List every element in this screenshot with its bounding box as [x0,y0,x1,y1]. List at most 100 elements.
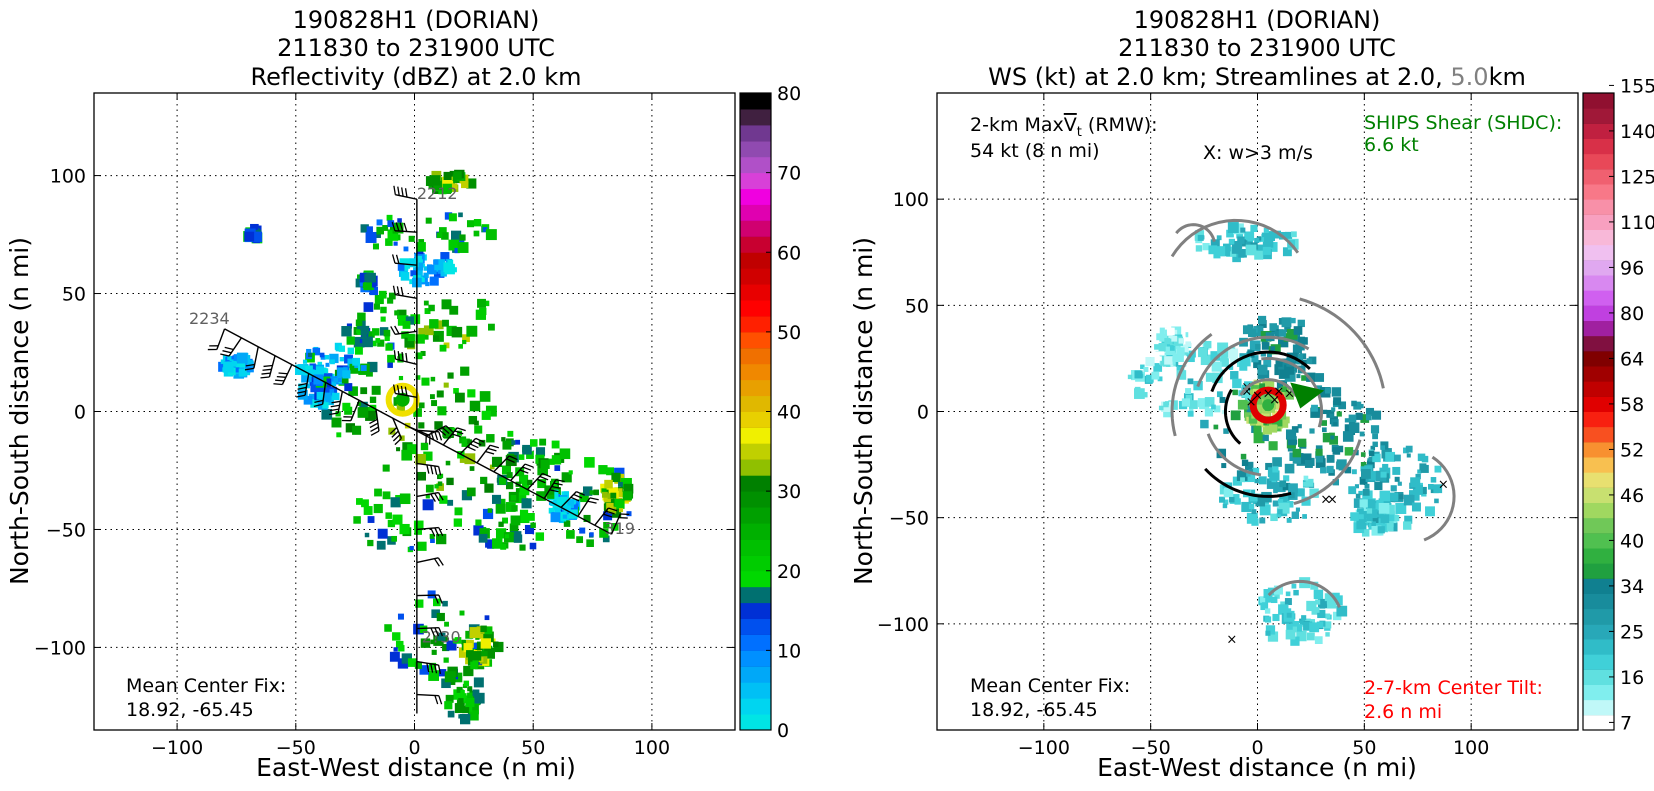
w-marker-legend: X: w>3 m/s [1203,142,1313,164]
windspeed-cell [1211,405,1216,410]
left-colorbar-tick-label: 70 [777,163,801,185]
left-colorbar-swatch [740,682,771,698]
reflectivity-cell [507,431,513,437]
right-ytick-label: −50 [889,508,929,530]
windspeed-cell [1311,405,1318,412]
right-colorbar-swatch [1583,563,1614,579]
windspeed-cell [1232,379,1241,388]
reflectivity-cell [623,491,632,500]
reflectivity-cell [340,357,344,361]
reflectivity-cell [433,335,439,341]
left-colorbar-tick-label: 80 [777,83,801,105]
windspeed-cell [1163,402,1168,407]
windspeed-cell [1329,414,1333,418]
windspeed-cell [1356,413,1363,420]
right-colorbar-tick-label: 125 [1620,166,1654,188]
reflectivity-cell [496,504,506,514]
windspeed-cell [1359,404,1363,408]
left-ytick-label: 100 [50,166,86,188]
left-colorbar-swatch [740,300,771,316]
right-colorbar-swatch [1583,245,1614,261]
windspeed-cell [1372,433,1378,439]
reflectivity-cell [485,615,490,620]
windspeed-cell [1285,464,1295,474]
ships-shear-label: SHIPS Shear (SHDC): [1364,112,1562,134]
reflectivity-cell [331,417,341,427]
windspeed-cell [1316,455,1323,462]
reflectivity-cell [336,432,341,437]
windspeed-cell [1229,497,1234,502]
windspeed-cell [1326,466,1333,473]
flight-leg-label: 2212 [417,184,458,203]
reflectivity-cell [355,347,363,355]
left-ytick-label: −100 [34,637,86,659]
right-colorbar-swatch [1583,139,1614,155]
windspeed-cell [1360,432,1365,437]
reflectivity-cell [460,367,469,376]
right-ytick-label: 0 [917,402,929,424]
windspeed-cell [1360,499,1368,507]
reflectivity-cell [417,542,426,551]
reflectivity-cell [431,400,437,406]
windspeed-cell [1286,429,1296,439]
windspeed-cell [1243,325,1252,334]
windspeed-cell [1159,406,1164,411]
reflectivity-cell [358,407,369,418]
left-colorbar-swatch [740,316,771,332]
reflectivity-cell [458,344,463,349]
reflectivity-cell [427,264,432,269]
windspeed-cell [1301,615,1306,620]
right-title-line3-a: WS (kt) at 2.0 km; Streamlines at 2.0, [988,63,1450,91]
reflectivity-cell [377,541,386,550]
windspeed-cell [1246,232,1254,240]
windspeed-cell [1156,333,1163,340]
windspeed-cell [1198,348,1207,357]
windspeed-cell [1394,455,1401,462]
windspeed-cell [1232,390,1238,396]
windspeed-cell [1307,633,1315,641]
flight-leg-label: 319 [604,519,635,538]
reflectivity-cell [437,232,443,238]
reflectivity-cell [341,326,351,336]
reflectivity-cell [474,219,481,226]
right-xtick-label: 100 [1453,737,1489,759]
windspeed-cell [1314,608,1319,613]
windspeed-cell [1134,370,1142,378]
windspeed-cell [1322,427,1327,432]
flight-leg-label: 2234 [189,309,230,328]
windspeed-cell [1200,420,1208,428]
right-colorbar-tick-label: 16 [1620,667,1644,689]
reflectivity-cell [419,402,425,408]
reflectivity-cell [244,232,254,242]
right-colorbar-swatch [1583,184,1614,200]
reflectivity-cell [455,393,465,403]
windspeed-cell [1151,372,1159,380]
left-title-line3: Reflectivity (dBZ) at 2.0 km [251,63,582,91]
center-tilt-value: 2.6 n mi [1364,701,1442,723]
windspeed-cell [1182,398,1190,406]
reflectivity-cell [431,377,436,382]
windspeed-cell [1345,418,1349,422]
reflectivity-cell [446,478,453,485]
right-colorbar-swatch [1583,457,1614,473]
windspeed-cell [1273,489,1278,494]
windspeed-cell [1315,636,1323,644]
reflectivity-cell [388,428,395,435]
left-colorbar-tick-label: 0 [777,720,789,742]
reflectivity-cell [430,394,435,399]
reflectivity-cell [470,712,477,719]
windspeed-cell [1363,489,1370,496]
windspeed-cell [1253,426,1261,434]
left-title-line2: 211830 to 231900 UTC [277,34,555,62]
left-colorbar-swatch [740,555,771,571]
right-colorbar-swatch [1583,700,1614,716]
reflectivity-cell [466,326,477,337]
windspeed-cell [1316,449,1323,456]
left-ytick-label: 0 [74,402,86,424]
windspeed-cell [1359,514,1364,519]
reflectivity-cell [318,368,324,374]
right-colorbar-swatch [1583,108,1614,124]
windspeed-cell [1254,238,1259,243]
left-colorbar-swatch [740,603,771,619]
reflectivity-cell [367,540,373,546]
